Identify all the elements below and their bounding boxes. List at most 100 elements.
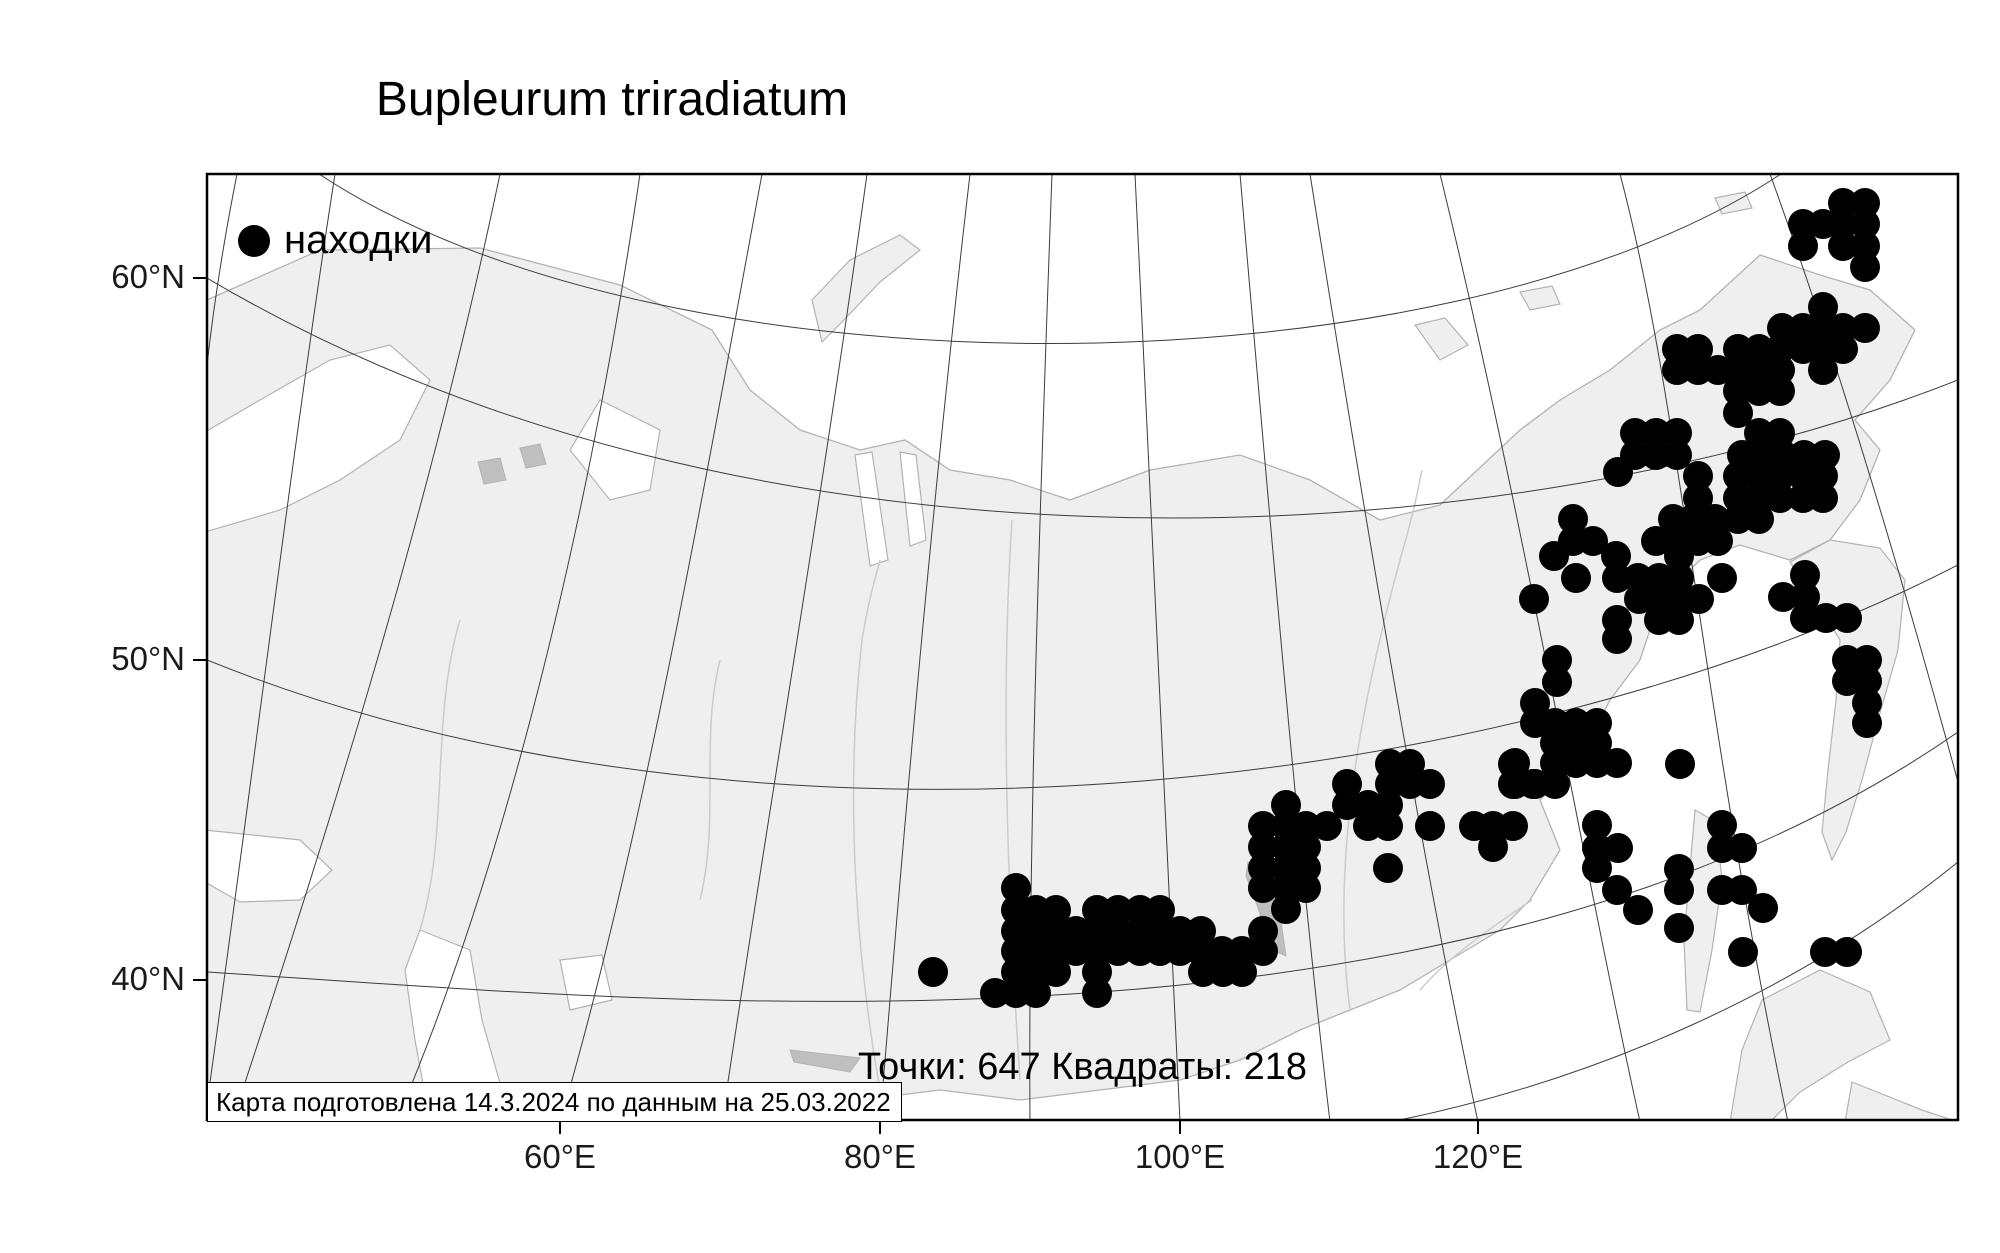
meridian-120e <box>1309 174 1479 1120</box>
occurrence-dot <box>1850 252 1880 282</box>
occurrence-dot <box>1601 541 1631 571</box>
map-layers <box>207 174 1958 1120</box>
meridian-60e <box>560 174 763 1120</box>
footer-box: Карта подготовлена 14.3.2024 по данным н… <box>207 1082 902 1122</box>
lake-onega <box>519 443 547 469</box>
occurrence-dot <box>1623 895 1653 925</box>
occurrence-dot <box>1850 231 1880 261</box>
occurrence-dot <box>1828 334 1858 364</box>
occurrence-dot <box>1227 957 1257 987</box>
occurrence-dot <box>1248 832 1278 862</box>
occurrence-dot <box>1082 978 1112 1008</box>
occurrence-dot <box>1765 376 1795 406</box>
meridian-70e <box>721 174 868 1120</box>
occurrence-dot <box>1723 461 1753 491</box>
severnaya-zemlya <box>1413 317 1469 361</box>
occurrence-dot <box>1558 504 1588 534</box>
occurrence-dot <box>1145 895 1175 925</box>
occurrence-dot <box>1641 440 1671 470</box>
lat-label-60n: 60°N <box>111 258 185 295</box>
occurrence-dot <box>1602 875 1632 905</box>
occurrence-dot <box>1373 853 1403 883</box>
occurrence-dot <box>1561 748 1591 778</box>
occurrence-dot <box>1707 563 1737 593</box>
occurrence-dot <box>1603 457 1633 487</box>
occurrence-dot <box>1723 483 1753 513</box>
caspian-sea <box>404 929 511 1120</box>
occurrence-dot <box>1664 541 1694 571</box>
novaya-zemlya <box>811 234 921 344</box>
parallel-40n <box>207 731 1958 1002</box>
occurrence-dot <box>1540 748 1570 778</box>
occurrence-dot <box>1728 937 1758 967</box>
occurrence-dot <box>1662 355 1692 385</box>
occurrence-dot <box>980 978 1010 1008</box>
ob-gulf <box>854 451 889 567</box>
species-name: Bupleurum triradiatum <box>375 73 849 126</box>
occurrence-dot <box>1542 667 1572 697</box>
occurrence-dot <box>1768 582 1798 612</box>
occurrence-dot <box>1810 937 1840 967</box>
occurrence-dot <box>1707 810 1737 840</box>
occurrence-dot <box>1082 895 1112 925</box>
occurrence-dot <box>1602 748 1632 778</box>
occurrence-dot <box>1103 936 1133 966</box>
occurrence-dot <box>1602 624 1632 654</box>
occurrence-dot <box>1021 978 1051 1008</box>
occurrence-dot <box>1748 893 1778 923</box>
occurrence-dot <box>1723 376 1753 406</box>
aral-sea <box>559 954 613 1011</box>
occurrence-dot <box>1744 334 1774 364</box>
occurrence-dot <box>1703 526 1733 556</box>
occurrence-dot <box>1665 749 1695 779</box>
occurrence-dot <box>1744 461 1774 491</box>
lon-label-80e: 80°E <box>844 1138 916 1175</box>
lat-label-40n: 40°N <box>111 960 185 997</box>
legend-dot-icon <box>238 224 270 257</box>
occurrence-dot <box>1832 603 1862 633</box>
lon-label-100e: 100°E <box>1134 1138 1226 1175</box>
parallel-30n <box>1397 861 1958 1120</box>
occurrence-dot <box>1700 504 1730 534</box>
occurrence-dot <box>1578 526 1608 556</box>
occurrence-dot <box>1041 957 1071 987</box>
rivers <box>419 469 1533 1091</box>
occurrence-dot <box>1765 461 1795 491</box>
occurrence-dot <box>1850 188 1880 218</box>
occurrence-dot <box>1684 584 1714 614</box>
occurrence-dot <box>1662 418 1692 448</box>
occurrence-dot <box>1082 936 1112 966</box>
lat-label-50n: 50°N <box>111 640 185 677</box>
occurrence-dot <box>1744 355 1774 385</box>
meridian-20e <box>207 174 238 370</box>
occurrence-dot <box>1832 937 1862 967</box>
occurrence-dot <box>1683 334 1713 364</box>
lon-label-60e: 60°E <box>524 1138 596 1175</box>
occurrence-dot <box>1271 790 1301 820</box>
occurrence-dot <box>1852 645 1882 675</box>
occurrence-dot <box>1001 873 1031 903</box>
occurrence-dot <box>1852 666 1882 696</box>
taz-gulf <box>899 451 927 547</box>
occurrence-dot <box>1332 790 1362 820</box>
occurrence-dot <box>1808 355 1838 385</box>
occurrence-dot <box>1082 957 1112 987</box>
parallel-70n <box>318 174 1782 344</box>
graticule-parallels <box>207 174 1958 1120</box>
occurrence-dot <box>1498 811 1528 841</box>
occurrence-dot <box>1790 582 1820 612</box>
map-legend: находки <box>238 218 432 263</box>
meridian-40e <box>232 174 501 1120</box>
lake-balkhash <box>789 1049 861 1073</box>
occurrence-dot <box>1641 526 1671 556</box>
occurrence-dot <box>1248 936 1278 966</box>
occurrence-dot <box>1602 563 1632 593</box>
occurrence-dot <box>1808 483 1838 513</box>
occurrence-dot <box>1723 334 1753 364</box>
legend-label: находки <box>284 218 433 262</box>
occurrence-dot <box>1808 461 1838 491</box>
occurrence-dot <box>1061 936 1091 966</box>
occurrence-dot <box>1744 418 1774 448</box>
new-siberian-islands <box>1519 285 1561 311</box>
